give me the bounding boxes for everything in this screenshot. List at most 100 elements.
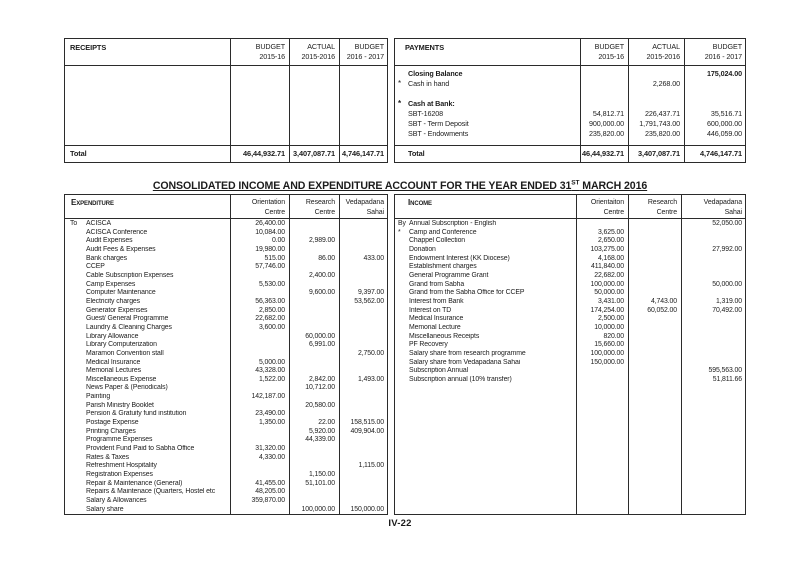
vedapadana-sahai-cell <box>680 384 745 393</box>
orientation-centre-cell: 4,168.00 <box>597 254 624 262</box>
research-centre-cell <box>288 220 338 229</box>
row-label: SBT-16208 <box>408 109 444 118</box>
income-item-label: * Camp and Conference <box>398 228 477 236</box>
research-centre-cell <box>627 281 680 290</box>
budget-2015-16-cell <box>579 79 627 89</box>
research-centre-cell <box>627 410 680 419</box>
research-centre-cell <box>288 324 338 333</box>
expenditure-item-label: Electricity charges <box>86 297 141 305</box>
vedapadana-sahai-cell <box>338 497 387 506</box>
orientation-centre-cell <box>575 436 627 445</box>
vedapadana-sahai-header: Vedapadana Sahai <box>703 199 742 216</box>
vedapadana-sahai-cell <box>680 402 745 411</box>
income-item-label: Salary share from research programme <box>409 349 526 357</box>
budget-2016-2017-header: BUDGET 2016 - 2017 <box>346 42 384 61</box>
column-divider <box>684 39 685 162</box>
income-item-label: PF Recovery <box>409 341 448 349</box>
expenditure-item-label: Refreshment Hospitality <box>86 462 157 470</box>
expenditure-item-label: Miscellaneous Expense <box>86 375 157 383</box>
income-item-label: Endowment Interest (KK Diocese) <box>409 254 510 262</box>
vedapadana-sahai-cell <box>680 289 745 298</box>
orientation-centre-cell: 50,000.00 <box>594 289 624 297</box>
orientation-centre-cell <box>229 272 288 281</box>
orientation-centre-cell: 22,682.00 <box>594 271 624 279</box>
income-item-label <box>395 393 575 402</box>
expenditure-item-label: Pension & Gratuity fund institution <box>86 410 187 418</box>
research-centre-cell <box>627 462 680 471</box>
vedapadana-sahai-cell: 1,319.00 <box>715 297 742 305</box>
income-header-row: Income Orientaiton Centre Research Centre … <box>395 195 745 219</box>
income-item-label: Interest on TD <box>409 306 452 314</box>
income-item-label <box>395 428 575 437</box>
orientation-centre-cell: 3,600.00 <box>258 323 285 331</box>
vedapadana-sahai-cell <box>338 402 387 411</box>
research-centre-cell <box>288 497 338 506</box>
vedapadana-sahai-cell <box>338 471 387 480</box>
report-title: CONSOLIDATED INCOME AND EXPENDITURE ACCO… <box>0 176 800 194</box>
vedapadana-sahai-cell: 1,115.00 <box>358 462 384 470</box>
expenditure-rows: To ACISCA 26,400.00 ACISCA Conference 10,… <box>65 219 387 514</box>
column-divider <box>339 39 340 162</box>
orientation-centre-cell <box>575 220 627 229</box>
actual-2015-2016-header: ACTUAL 2015-2016 <box>301 42 336 61</box>
actual-2015-2016-cell: 226,437.71 <box>645 109 680 118</box>
research-centre-cell: 5,920.00 <box>308 427 335 435</box>
vedapadana-sahai-cell: 70,492.00 <box>712 306 742 314</box>
vedapadana-sahai-cell <box>338 410 387 419</box>
vedapadana-sahai-cell: 158,515.00 <box>350 419 385 427</box>
vedapadana-sahai-cell <box>680 428 745 437</box>
orientation-centre-cell: 2,650.00 <box>597 237 624 245</box>
column-divider <box>628 39 629 162</box>
research-centre-cell <box>627 506 680 515</box>
vedapadana-sahai-cell: 1,493.00 <box>357 375 384 383</box>
budget-2015-16-cell: 54,812.71 <box>592 109 624 118</box>
expenditure-section: Expenditure Orientation Centre Research Ce… <box>64 194 388 515</box>
research-centre-cell <box>627 272 680 281</box>
expenditure-item-label: CCEP <box>86 263 105 271</box>
income-item-label: Medical Insurance <box>409 315 464 323</box>
expenditure-item-label: Generator Expenses <box>86 306 148 314</box>
orientation-centre-cell <box>575 445 627 454</box>
vedapadana-sahai-cell <box>680 315 745 324</box>
row-marker: * <box>398 79 402 88</box>
research-centre-cell <box>627 289 680 298</box>
orientation-centre-cell: 1,522.00 <box>258 375 285 383</box>
vedapadana-sahai-cell <box>680 350 745 359</box>
expenditure-item-label: Cable Subscription Expenses <box>86 271 174 279</box>
income-item-label <box>395 445 575 454</box>
column-divider <box>289 39 290 162</box>
budget-2015-16-cell: 900,000.00 <box>589 119 624 128</box>
expenditure-item-label: Repair & Maintenance (General) <box>86 479 183 487</box>
orientation-centre-cell <box>575 454 627 463</box>
income-section: Income Orientaiton Centre Research Centre … <box>394 194 746 515</box>
column-divider <box>580 39 581 162</box>
research-centre-cell: 100,000.00 <box>301 505 336 513</box>
income-item-label: General Programme Grant <box>409 271 489 279</box>
expenditure-item-label: Painting <box>86 393 111 401</box>
orientation-centre-cell <box>575 376 627 385</box>
income-item-label: Memorial Lecture <box>409 323 461 331</box>
research-centre-cell <box>627 471 680 480</box>
research-centre-cell: 20,580.00 <box>305 401 335 409</box>
orientation-centre-cell <box>229 384 288 393</box>
orientation-centre-cell <box>229 462 288 471</box>
expenditure-item-label: Library Computerization <box>86 341 157 349</box>
research-centre-cell: 51,101.00 <box>305 479 335 487</box>
vedapadana-sahai-cell: 53,562.00 <box>354 297 384 305</box>
orientation-centre-cell: 174,254.00 <box>590 306 625 314</box>
column-divider <box>289 195 290 514</box>
vedapadana-sahai-cell <box>338 333 387 342</box>
research-centre-cell <box>288 454 338 463</box>
research-centre-cell <box>288 462 338 471</box>
research-centre-cell: 9,600.00 <box>308 289 335 297</box>
orientation-centre-cell <box>575 462 627 471</box>
expenditure-item-label: Audit Expenses <box>86 237 133 245</box>
orientation-centre-cell: 4,330.00 <box>258 453 285 461</box>
budget-2016-2017-cell: 175,024.00 <box>707 69 742 78</box>
expenditure-item-label: Postage Expense <box>86 419 139 427</box>
research-centre-cell <box>627 315 680 324</box>
vedapadana-sahai-cell <box>680 436 745 445</box>
research-centre-cell <box>627 436 680 445</box>
orientation-centre-cell <box>575 384 627 393</box>
vedapadana-sahai-cell <box>338 480 387 489</box>
